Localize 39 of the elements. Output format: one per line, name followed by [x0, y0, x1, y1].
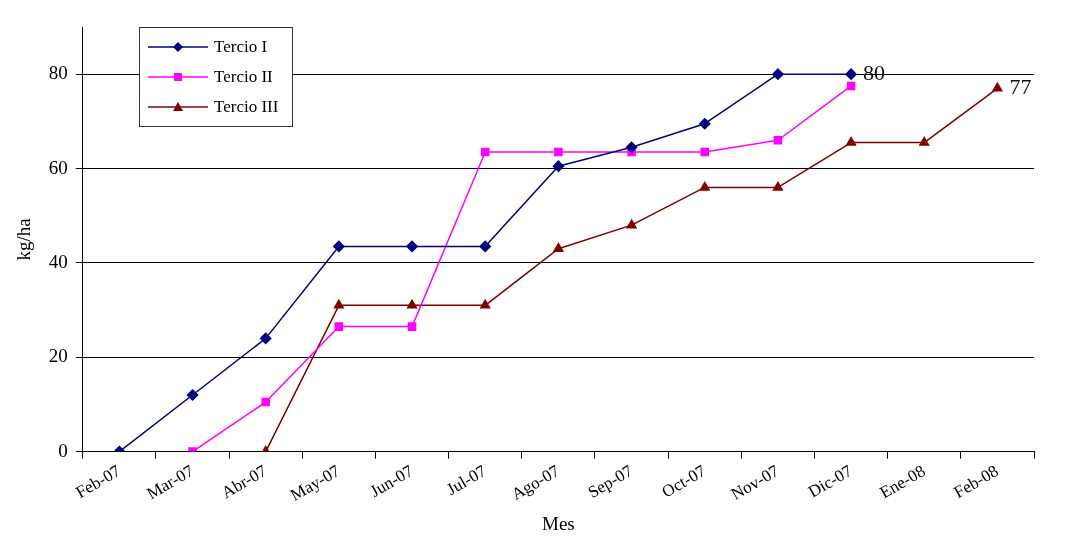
point: [773, 135, 783, 145]
point: [626, 219, 637, 229]
data-label: 77: [1009, 74, 1032, 100]
point: [406, 299, 418, 309]
point: [334, 322, 344, 331]
point: [554, 147, 563, 157]
point: [772, 181, 783, 191]
y-tick-label: 60: [48, 156, 68, 178]
point: [186, 389, 199, 401]
point: [333, 299, 344, 309]
y-tick-label: 20: [48, 345, 68, 367]
point: [407, 322, 417, 331]
point: [846, 136, 857, 146]
y-axis-title: kg/ha: [13, 217, 35, 261]
point: [479, 240, 491, 253]
point: [919, 136, 930, 146]
y-tick-label: 40: [48, 250, 68, 272]
point: [552, 160, 565, 172]
point: [845, 68, 857, 80]
point: [992, 82, 1003, 92]
point: [699, 181, 710, 191]
point: [553, 243, 564, 252]
legend-label: Tercio II: [214, 67, 273, 87]
point: [698, 117, 711, 130]
point: [772, 68, 784, 80]
point: [406, 240, 418, 253]
point: [480, 299, 491, 309]
point: [846, 81, 856, 91]
point: [333, 240, 345, 253]
legend-label: Tercio I: [214, 37, 268, 57]
point: [259, 332, 272, 345]
y-tick-label: 80: [48, 62, 68, 84]
y-tick-label: 0: [58, 439, 68, 461]
x-axis-title: Mes: [542, 512, 575, 534]
point: [261, 397, 271, 407]
legend-label: Tercio III: [214, 97, 279, 117]
point: [480, 147, 490, 157]
point: [700, 147, 710, 157]
point: [625, 141, 638, 154]
